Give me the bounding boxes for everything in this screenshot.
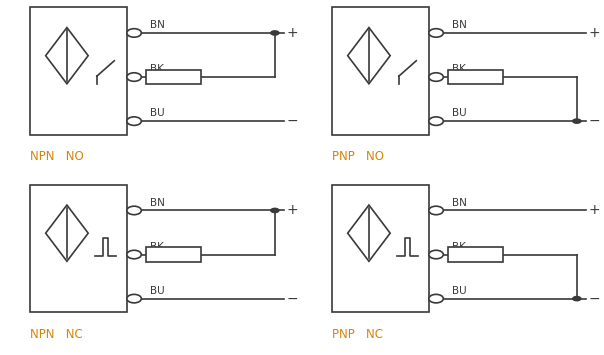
Text: −: −	[589, 291, 600, 306]
Text: BK: BK	[150, 242, 164, 252]
Text: +: +	[589, 26, 600, 40]
Text: BK: BK	[150, 64, 164, 74]
Circle shape	[429, 117, 443, 125]
Text: NPN   NO: NPN NO	[30, 150, 84, 163]
Text: NPN   NC: NPN NC	[30, 328, 83, 341]
Text: +: +	[589, 203, 600, 218]
Circle shape	[429, 206, 443, 215]
Circle shape	[127, 73, 141, 81]
Text: BN: BN	[150, 20, 165, 30]
Circle shape	[429, 29, 443, 37]
Polygon shape	[46, 28, 88, 84]
Text: BU: BU	[150, 286, 165, 296]
Circle shape	[429, 250, 443, 259]
Circle shape	[127, 250, 141, 259]
Bar	[146, 247, 201, 262]
Circle shape	[127, 294, 141, 303]
Circle shape	[429, 73, 443, 81]
Text: BU: BU	[452, 108, 467, 118]
Text: BU: BU	[452, 286, 467, 296]
Circle shape	[572, 296, 582, 301]
Circle shape	[429, 294, 443, 303]
Bar	[332, 185, 429, 312]
Text: BN: BN	[150, 198, 165, 208]
Polygon shape	[348, 28, 390, 84]
Text: −: −	[589, 114, 600, 128]
Bar	[30, 7, 127, 135]
Polygon shape	[46, 205, 88, 261]
Text: −: −	[287, 291, 298, 306]
Bar	[146, 70, 201, 84]
Circle shape	[127, 29, 141, 37]
Circle shape	[270, 208, 280, 213]
Text: −: −	[287, 114, 298, 128]
Bar	[332, 7, 429, 135]
Bar	[448, 247, 503, 262]
Text: PNP   NC: PNP NC	[332, 328, 383, 341]
Text: BK: BK	[452, 242, 466, 252]
Bar	[448, 70, 503, 84]
Text: BN: BN	[452, 198, 467, 208]
Circle shape	[572, 118, 582, 124]
Text: +: +	[287, 203, 298, 218]
Text: BU: BU	[150, 108, 165, 118]
Text: BN: BN	[452, 20, 467, 30]
Circle shape	[127, 206, 141, 215]
Circle shape	[127, 117, 141, 125]
Bar	[30, 185, 127, 312]
Text: BK: BK	[452, 64, 466, 74]
Text: +: +	[287, 26, 298, 40]
Circle shape	[270, 30, 280, 36]
Polygon shape	[348, 205, 390, 261]
Text: PNP   NO: PNP NO	[332, 150, 384, 163]
